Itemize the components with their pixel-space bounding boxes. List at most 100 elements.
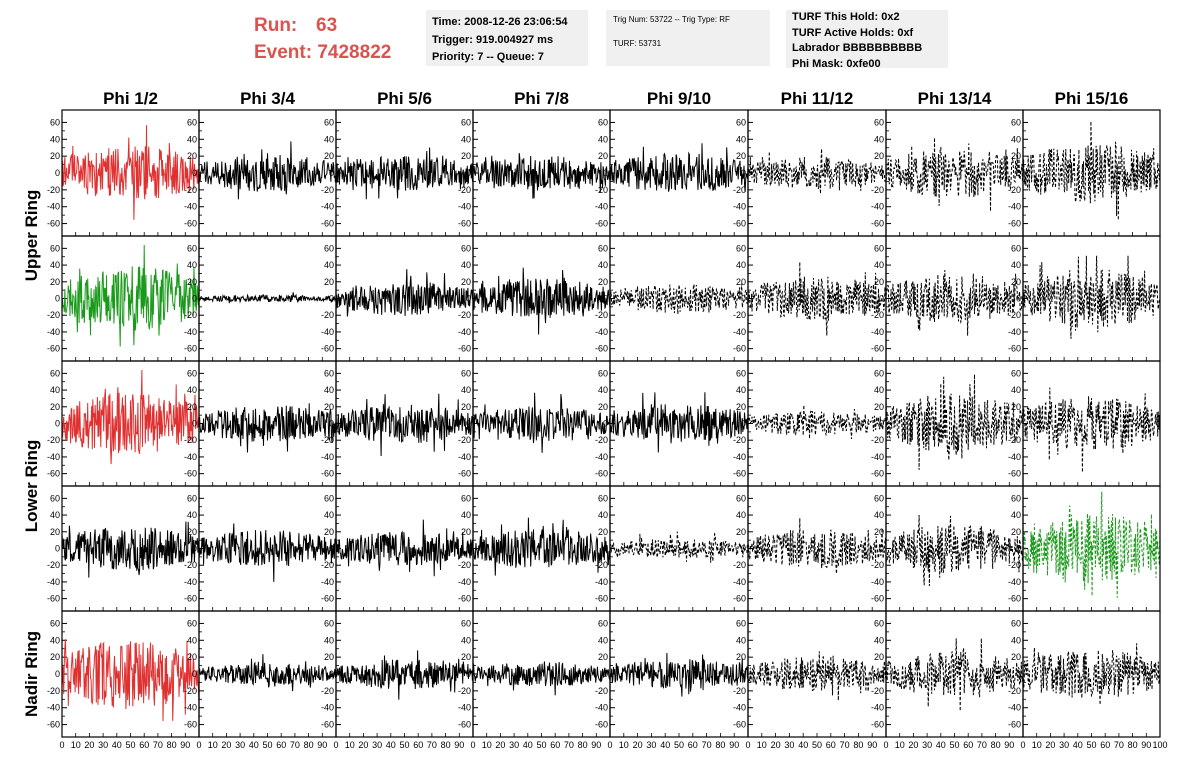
y-tick-label: 20 xyxy=(324,402,334,412)
y-tick-label: -20 xyxy=(733,185,746,195)
y-tick-label: -20 xyxy=(321,560,334,570)
y-tick-label: 0 xyxy=(55,669,60,679)
x-tick-label: 60 xyxy=(963,740,973,750)
time-text: Time: 2008-12-26 23:06:54 xyxy=(432,16,568,28)
y-tick-label: -60 xyxy=(184,469,197,479)
y-tick-label: -60 xyxy=(184,594,197,604)
y-tick-label: 0 xyxy=(741,294,746,304)
x-tick-label: 90 xyxy=(317,740,327,750)
y-tick-label: 60 xyxy=(1011,618,1021,628)
x-tick-label: 70 xyxy=(427,740,437,750)
y-tick-label: 40 xyxy=(461,385,471,395)
x-tick-label: 10 xyxy=(895,740,905,750)
y-tick-label: 0 xyxy=(192,168,197,178)
y-tick-label: 40 xyxy=(50,635,60,645)
waveform-trace xyxy=(335,147,474,200)
y-tick-label: -40 xyxy=(47,452,60,462)
y-tick-label: -20 xyxy=(595,435,608,445)
trig-num-text: Trig Num: 53722 -- Trig Type: RF xyxy=(613,15,730,24)
x-tick-label: 20 xyxy=(221,740,231,750)
y-tick-label: 60 xyxy=(324,243,334,253)
x-tick-label: 70 xyxy=(977,740,987,750)
x-tick-label: 50 xyxy=(812,740,822,750)
turf-this-hold-text: TURF This Hold: 0x2 xyxy=(792,11,900,23)
x-tick-label: 30 xyxy=(235,740,245,750)
y-tick-label: 20 xyxy=(461,652,471,662)
column-title: Phi 3/4 xyxy=(240,89,295,108)
column-title: Phi 11/12 xyxy=(781,89,854,108)
x-tick-label: 60 xyxy=(139,740,149,750)
x-tick-label: 0 xyxy=(196,740,201,750)
y-tick-label: -60 xyxy=(184,219,197,229)
y-tick-label: -20 xyxy=(1008,686,1021,696)
x-tick-label: 50 xyxy=(1086,740,1096,750)
x-tick-label: 10 xyxy=(482,740,492,750)
waveform-trace xyxy=(747,651,887,701)
y-tick-label: -20 xyxy=(321,185,334,195)
x-tick-label: 30 xyxy=(784,740,794,750)
y-tick-label: -20 xyxy=(733,310,746,320)
y-tick-label: 0 xyxy=(192,294,197,304)
y-tick-label: 40 xyxy=(1011,260,1021,270)
y-tick-label: 60 xyxy=(736,493,746,503)
y-tick-label: -40 xyxy=(733,452,746,462)
x-tick-label: 40 xyxy=(660,740,670,750)
y-tick-label: 40 xyxy=(1011,385,1021,395)
y-tick-label: 40 xyxy=(598,134,608,144)
y-tick-label: -60 xyxy=(458,344,471,354)
y-tick-label: 60 xyxy=(598,493,608,503)
y-tick-label: -60 xyxy=(1008,219,1021,229)
y-tick-label: -60 xyxy=(321,720,334,730)
y-tick-label: 60 xyxy=(187,493,197,503)
y-tick-label: -40 xyxy=(458,703,471,713)
event-line: Event: 7428822 xyxy=(254,39,391,66)
phi-mask-text: Phi Mask: 0xfe00 xyxy=(792,57,881,70)
y-tick-label: 60 xyxy=(50,618,60,628)
y-tick-label: -60 xyxy=(458,720,471,730)
y-tick-label: -40 xyxy=(321,452,334,462)
y-tick-label: -40 xyxy=(458,452,471,462)
x-tick-label: 40 xyxy=(249,740,259,750)
y-tick-label: -20 xyxy=(1008,560,1021,570)
x-tick-label: 10 xyxy=(757,740,767,750)
y-tick-label: -40 xyxy=(184,703,197,713)
y-tick-label: 20 xyxy=(598,402,608,412)
y-tick-label: 0 xyxy=(1016,544,1021,554)
y-tick-label: -20 xyxy=(47,560,60,570)
y-tick-label: 0 xyxy=(192,669,197,679)
y-tick-label: 20 xyxy=(324,652,334,662)
y-tick-label: -20 xyxy=(47,185,60,195)
y-tick-label: -20 xyxy=(733,560,746,570)
y-tick-label: 40 xyxy=(187,635,197,645)
y-tick-label: 20 xyxy=(187,652,197,662)
y-tick-label: -60 xyxy=(47,469,60,479)
x-tick-label: 30 xyxy=(98,740,108,750)
waveform-trace xyxy=(609,143,749,193)
x-tick-label: 90 xyxy=(454,740,464,750)
y-tick-label: 20 xyxy=(874,652,884,662)
y-tick-label: -60 xyxy=(321,594,334,604)
y-tick-label: -20 xyxy=(1008,185,1021,195)
x-tick-label: 70 xyxy=(1114,740,1124,750)
waveform-trace xyxy=(335,393,474,457)
y-tick-label: 0 xyxy=(55,419,60,429)
x-tick-label: 0 xyxy=(333,740,338,750)
y-tick-label: -20 xyxy=(184,185,197,195)
y-tick-label: -60 xyxy=(321,469,334,479)
y-tick-label: 20 xyxy=(187,151,197,161)
waveform-trace xyxy=(472,392,611,453)
x-tick-label: 90 xyxy=(591,740,601,750)
y-tick-label: 40 xyxy=(50,510,60,520)
x-tick-label: 60 xyxy=(550,740,560,750)
event-label: Event: xyxy=(254,42,313,63)
y-tick-label: 20 xyxy=(461,277,471,287)
waveform-trace xyxy=(609,531,749,563)
x-tick-label: 0 xyxy=(883,740,888,750)
y-tick-label: 40 xyxy=(461,510,471,520)
y-tick-label: 20 xyxy=(1011,151,1021,161)
y-tick-label: 0 xyxy=(1016,419,1021,429)
x-tick-label: 10 xyxy=(1032,740,1042,750)
y-tick-label: 60 xyxy=(461,243,471,253)
y-tick-label: -60 xyxy=(47,219,60,229)
x-tick-label: 80 xyxy=(167,740,177,750)
